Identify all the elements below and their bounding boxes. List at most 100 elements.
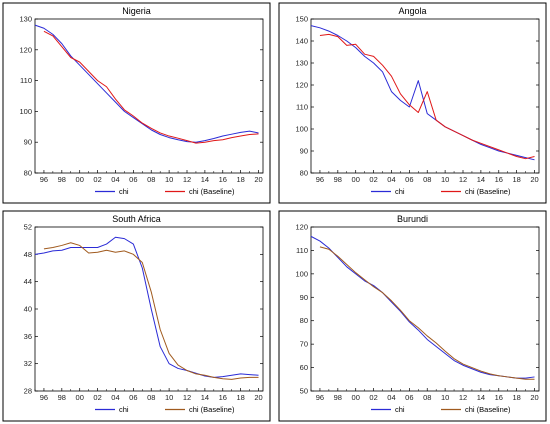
x-tick-label: 20 [530,393,538,402]
panel-frame [2,2,271,204]
plot-area [310,226,540,392]
x-tick-label: 08 [423,175,431,184]
chart-panel-2: South Africa 28 32 36 40 44 48 52 96 98 00 02 04 06 08… [2,210,271,422]
y-tick-label: 40 [24,305,32,314]
x-tick-label: 18 [236,175,244,184]
legend-label: chi [395,405,405,414]
legend-label: chi (Baseline) [189,405,235,414]
y-tick-label: 60 [300,363,308,372]
x-tick-label: 12 [183,393,191,402]
chart-panel-1: Angola 80 90 100 110 120 130 140 150 96 98 00 02 04 06… [278,2,547,204]
y-tick-label: 120 [295,223,308,232]
chart-title: South Africa [112,214,161,224]
y-tick-label: 90 [300,147,308,156]
series-line-chi [34,24,259,143]
x-tick-label: 00 [352,393,360,402]
y-tick-label: 100 [19,107,32,116]
y-tick-label: 100 [295,269,308,278]
x-tick-label: 96 [316,175,324,184]
y-tick-label: 80 [24,169,32,178]
y-tick-label: 44 [24,277,32,286]
x-tick-label: 02 [93,393,101,402]
x-tick-label: 06 [129,393,137,402]
x-tick-label: 14 [201,393,209,402]
x-tick-label: 16 [495,393,503,402]
chart-title: Nigeria [122,6,151,16]
x-tick-label: 08 [147,175,155,184]
x-tick-label: 12 [459,175,467,184]
y-tick-label: 28 [24,387,32,396]
x-tick-label: 02 [93,175,101,184]
series-line-chi-baseline [43,242,259,380]
x-tick-label: 12 [459,393,467,402]
y-tick-label: 36 [24,332,32,341]
x-tick-label: 18 [236,393,244,402]
legend-label: chi (Baseline) [465,405,511,414]
y-tick-label: 110 [296,246,308,255]
x-tick-label: 98 [334,175,342,184]
y-tick-label: 80 [300,169,308,178]
x-tick-label: 98 [58,175,66,184]
y-tick-label: 140 [295,37,308,46]
y-tick-label: 32 [24,359,32,368]
x-tick-label: 06 [405,393,413,402]
x-tick-label: 96 [316,393,324,402]
y-tick-label: 150 [295,15,308,24]
x-tick-label: 02 [369,393,377,402]
x-tick-label: 06 [129,175,137,184]
series-line-chi-baseline [43,30,259,144]
y-tick-label: 110 [20,76,32,85]
x-tick-label: 16 [219,175,227,184]
chart-title: Burundi [397,214,428,224]
x-tick-label: 04 [387,175,395,184]
series-line-chi [310,25,535,161]
y-tick-label: 70 [300,340,308,349]
series-line-chi [34,236,259,378]
y-tick-label: 120 [295,81,308,90]
chart-panel-0: Nigeria 80 90 100 110 120 130 96 98 00 02 04 06 08 10 1… [2,2,271,204]
x-tick-label: 10 [165,393,173,402]
x-tick-label: 14 [201,175,209,184]
y-tick-label: 50 [300,387,308,396]
chart-panel-3: Burundi 50 60 70 80 90 100 110 120 96 98 00 02 04 06 08… [278,210,547,422]
panel-frame [278,2,547,204]
y-tick-label: 80 [300,316,308,325]
x-tick-label: 04 [111,393,119,402]
x-tick-label: 98 [58,393,66,402]
legend-label: chi [119,187,129,196]
legend-label: chi (Baseline) [465,187,511,196]
y-tick-label: 52 [24,223,32,232]
x-tick-label: 14 [477,393,485,402]
panel-frame [2,210,271,422]
chart-title: Angola [398,6,426,16]
y-tick-label: 130 [295,59,308,68]
y-tick-label: 120 [19,45,32,54]
panel-frame [278,210,547,422]
x-tick-label: 10 [441,393,449,402]
plot-area [310,18,540,174]
x-tick-label: 00 [352,175,360,184]
plot-area [34,18,264,174]
x-tick-label: 08 [423,393,431,402]
x-tick-label: 04 [111,175,119,184]
x-tick-label: 10 [165,175,173,184]
x-tick-label: 08 [147,393,155,402]
x-tick-label: 10 [441,175,449,184]
series-line-chi-baseline [319,33,535,160]
x-tick-label: 04 [387,393,395,402]
x-tick-label: 20 [254,175,262,184]
y-tick-label: 90 [24,138,32,147]
legend-label: chi [395,187,405,196]
y-tick-label: 48 [24,250,32,259]
x-tick-label: 96 [40,393,48,402]
y-tick-label: 90 [300,293,308,302]
x-tick-label: 16 [219,393,227,402]
y-tick-label: 110 [296,103,308,112]
y-tick-label: 130 [19,15,32,24]
x-tick-label: 16 [495,175,503,184]
x-tick-label: 14 [477,175,485,184]
x-tick-label: 18 [512,175,520,184]
series-line-chi-baseline [319,246,535,380]
x-tick-label: 12 [183,175,191,184]
